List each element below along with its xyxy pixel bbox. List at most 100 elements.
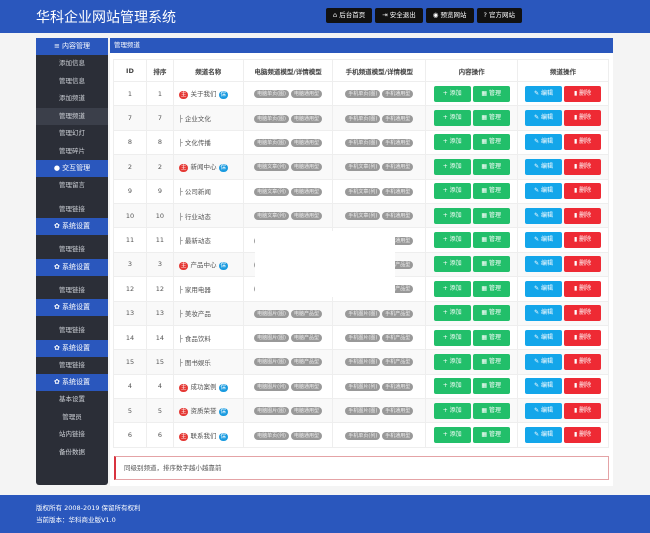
delete-button[interactable]: ▮ 删除 [564,427,602,444]
top-button-2[interactable]: ◉ 预览网站 [425,8,474,23]
manage-button[interactable]: ▦ 管理 [472,85,510,102]
sidebar-group-header[interactable]: ✿ 系统设置 [36,339,108,357]
sidebar-item[interactable]: 站内链接 [59,430,85,438]
manage-button[interactable]: ▦ 管理 [472,134,510,151]
add-button[interactable]: + 添加 [433,402,471,419]
sidebar-item[interactable]: 管理信息 [59,76,85,85]
channel-name[interactable]: 家用电器 [184,285,211,294]
sidebar-group-header[interactable]: ● 交互管理 [36,160,108,177]
edit-button[interactable]: ✎ 编辑 [525,305,563,322]
manage-button[interactable]: ▦ 管理 [472,183,510,200]
edit-button[interactable]: ✎ 编辑 [525,158,563,175]
edit-button[interactable]: ✎ 编辑 [525,85,563,102]
channel-name[interactable]: 成功案例 [190,382,217,391]
add-button[interactable]: + 添加 [433,378,471,395]
sidebar-item[interactable]: 添加频道 [59,94,85,102]
sidebar-item[interactable]: 管理链接 [59,204,85,213]
channel-name[interactable]: 关于我们 [190,90,217,99]
manage-button[interactable]: ▦ 管理 [472,110,510,127]
sidebar-item[interactable]: 管理链接 [59,245,85,253]
add-button[interactable]: + 添加 [433,110,471,127]
add-button[interactable]: + 添加 [433,158,471,175]
sidebar-item[interactable]: 添加信息 [59,59,85,67]
delete-button[interactable]: ▮ 删除 [564,158,602,175]
channel-name[interactable]: 联系我们 [190,431,217,440]
manage-button[interactable]: ▦ 管理 [472,256,510,273]
add-button[interactable]: + 添加 [433,232,471,249]
channel-name[interactable]: 公司新闻 [184,188,211,197]
delete-button[interactable]: ▮ 删除 [564,183,602,200]
add-button[interactable]: + 添加 [433,183,471,200]
delete-button[interactable]: ▮ 删除 [564,232,602,249]
edit-button[interactable]: ✎ 编辑 [525,207,563,224]
edit-button[interactable]: ✎ 编辑 [525,134,563,151]
sidebar-group-header[interactable]: ≡ 内容管理 [36,38,108,55]
add-button[interactable]: + 添加 [433,256,471,273]
sidebar-item[interactable]: 管理幻灯 [59,129,85,137]
delete-button[interactable]: ▮ 删除 [564,402,602,419]
delete-button[interactable]: ▮ 删除 [564,134,602,151]
edit-button[interactable]: ✎ 编辑 [525,110,563,127]
manage-button[interactable]: ▦ 管理 [472,280,510,297]
edit-button[interactable]: ✎ 编辑 [525,353,563,370]
top-button-0[interactable]: ⌂ 后台首页 [326,8,373,23]
edit-button[interactable]: ✎ 编辑 [525,256,563,273]
channel-name[interactable]: 文化传播 [184,139,211,148]
edit-button[interactable]: ✎ 编辑 [525,329,563,346]
edit-button[interactable]: ✎ 编辑 [525,183,563,200]
add-button[interactable]: + 添加 [433,134,471,151]
delete-button[interactable]: ▮ 删除 [564,353,602,370]
sidebar-item[interactable]: 管理员 [62,412,82,421]
manage-button[interactable]: ▦ 管理 [472,158,510,175]
sidebar-item[interactable]: 基本设置 [59,395,85,403]
delete-button[interactable]: ▮ 删除 [564,280,602,297]
delete-button[interactable]: ▮ 删除 [564,256,602,273]
channel-name[interactable]: 企业文化 [184,115,211,124]
sidebar-item[interactable]: 管理频道 [36,107,108,125]
sidebar-group-header[interactable]: ✿ 系统设置 [36,218,108,235]
edit-button[interactable]: ✎ 编辑 [525,402,563,419]
manage-button[interactable]: ▦ 管理 [472,232,510,249]
top-button-3[interactable]: ? 官方网站 [476,8,523,23]
channel-name[interactable]: 图书娱乐 [184,358,211,367]
sidebar-item[interactable]: 管理链接 [59,285,85,294]
add-button[interactable]: + 添加 [433,207,471,224]
delete-button[interactable]: ▮ 删除 [564,305,602,322]
add-button[interactable]: + 添加 [433,329,471,346]
add-button[interactable]: + 添加 [433,305,471,322]
channel-name[interactable]: 行业动态 [184,212,211,221]
delete-button[interactable]: ▮ 删除 [564,207,602,224]
sidebar-group-header[interactable]: ✿ 系统设置 [36,374,108,391]
channel-name[interactable]: 食品饮料 [184,334,211,343]
sidebar-group-header[interactable]: ✿ 系统设置 [36,299,108,316]
channel-name[interactable]: 新闻中心 [190,163,217,172]
channel-name[interactable]: 美妆产品 [184,310,211,319]
sidebar-item[interactable]: 管理碎片 [59,146,85,155]
manage-button[interactable]: ▦ 管理 [472,353,510,370]
add-button[interactable]: + 添加 [433,85,471,102]
manage-button[interactable]: ▦ 管理 [472,427,510,444]
manage-button[interactable]: ▦ 管理 [472,329,510,346]
channel-name[interactable]: 资质荣誉 [190,407,217,416]
channel-name[interactable]: 产品中心 [190,260,217,269]
manage-button[interactable]: ▦ 管理 [472,378,510,395]
add-button[interactable]: + 添加 [433,353,471,370]
manage-button[interactable]: ▦ 管理 [472,207,510,224]
top-button-1[interactable]: ⇥ 安全退出 [375,8,423,23]
manage-button[interactable]: ▦ 管理 [472,305,510,322]
sidebar-group-header[interactable]: ✿ 系统设置 [36,258,108,276]
delete-button[interactable]: ▮ 删除 [564,110,602,127]
delete-button[interactable]: ▮ 删除 [564,329,602,346]
delete-button[interactable]: ▮ 删除 [564,85,602,102]
edit-button[interactable]: ✎ 编辑 [525,427,563,444]
delete-button[interactable]: ▮ 删除 [564,378,602,395]
add-button[interactable]: + 添加 [433,280,471,297]
manage-button[interactable]: ▦ 管理 [472,402,510,419]
edit-button[interactable]: ✎ 编辑 [525,232,563,249]
sidebar-item[interactable]: 管理链接 [59,360,85,369]
sidebar-item[interactable]: 管理留言 [59,181,85,189]
sidebar-item[interactable]: 备份数据 [59,447,85,456]
channel-name[interactable]: 最新动态 [184,237,211,246]
sidebar-item[interactable]: 管理链接 [59,326,85,334]
edit-button[interactable]: ✎ 编辑 [525,378,563,395]
